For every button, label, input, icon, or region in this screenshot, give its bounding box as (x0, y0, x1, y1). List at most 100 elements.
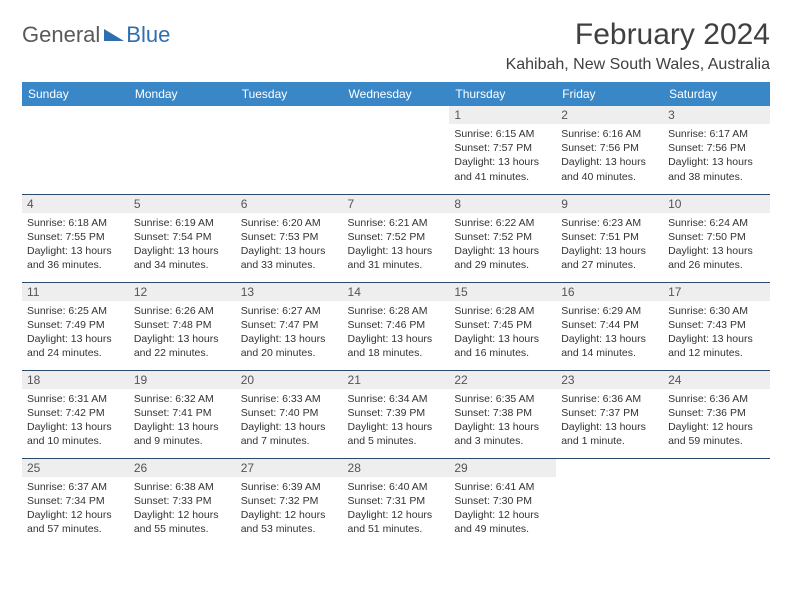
weekday-header: Tuesday (236, 82, 343, 106)
daylight: Daylight: 13 hours and 31 minutes. (348, 244, 445, 272)
day-number: 11 (22, 283, 129, 301)
calendar-cell: 10Sunrise: 6:24 AMSunset: 7:50 PMDayligh… (663, 194, 770, 282)
calendar-cell: 21Sunrise: 6:34 AMSunset: 7:39 PMDayligh… (343, 370, 450, 458)
day-number: 20 (236, 371, 343, 389)
sunset: Sunset: 7:30 PM (454, 494, 551, 508)
daylight: Daylight: 13 hours and 5 minutes. (348, 420, 445, 448)
calendar-cell: 20Sunrise: 6:33 AMSunset: 7:40 PMDayligh… (236, 370, 343, 458)
daylight: Daylight: 13 hours and 3 minutes. (454, 420, 551, 448)
day-number: 12 (129, 283, 236, 301)
day-number: 16 (556, 283, 663, 301)
daylight: Daylight: 13 hours and 14 minutes. (561, 332, 658, 360)
calendar-cell: 26Sunrise: 6:38 AMSunset: 7:33 PMDayligh… (129, 458, 236, 546)
day-number: 21 (343, 371, 450, 389)
daylight: Daylight: 12 hours and 57 minutes. (27, 508, 124, 536)
weekday-header: Wednesday (343, 82, 450, 106)
day-info: Sunrise: 6:28 AMSunset: 7:45 PMDaylight:… (454, 304, 551, 361)
sunrise: Sunrise: 6:23 AM (561, 216, 658, 230)
calendar-cell (343, 106, 450, 194)
day-info: Sunrise: 6:19 AMSunset: 7:54 PMDaylight:… (134, 216, 231, 273)
sunset: Sunset: 7:52 PM (454, 230, 551, 244)
calendar-cell: 5Sunrise: 6:19 AMSunset: 7:54 PMDaylight… (129, 194, 236, 282)
day-info: Sunrise: 6:24 AMSunset: 7:50 PMDaylight:… (668, 216, 765, 273)
calendar-row: 1 Sunrise: 6:15 AMSunset: 7:57 PMDaylight… (22, 106, 770, 194)
sunset: Sunset: 7:41 PM (134, 406, 231, 420)
sunrise: Sunrise: 6:32 AM (134, 392, 231, 406)
day-info: Sunrise: 6:29 AMSunset: 7:44 PMDaylight:… (561, 304, 658, 361)
day-info: Sunrise: 6:40 AMSunset: 7:31 PMDaylight:… (348, 480, 445, 537)
daylight: Daylight: 13 hours and 26 minutes. (668, 244, 765, 272)
sunrise: Sunrise: 6:39 AM (241, 480, 338, 494)
day-number: 17 (663, 283, 770, 301)
sunrise: Sunrise: 6:16 AM (561, 127, 658, 141)
day-info: Sunrise: 6:15 AMSunset: 7:57 PMDaylight:… (454, 127, 551, 184)
day-info: Sunrise: 6:35 AMSunset: 7:38 PMDaylight:… (454, 392, 551, 449)
sunrise: Sunrise: 6:35 AM (454, 392, 551, 406)
calendar-cell: 27 Sunrise: 6:39 AMSunset: 7:32 PMDayligh… (236, 458, 343, 546)
sunrise: Sunrise: 6:41 AM (454, 480, 551, 494)
calendar-cell: 18Sunrise: 6:31 AMSunset: 7:42 PMDayligh… (22, 370, 129, 458)
sunrise: Sunrise: 6:26 AM (134, 304, 231, 318)
weekday-header: Friday (556, 82, 663, 106)
logo-text-1: General (22, 22, 100, 48)
daylight: Daylight: 13 hours and 16 minutes. (454, 332, 551, 360)
weekday-header-row: Sunday Monday Tuesday Wednesday Thursday… (22, 82, 770, 106)
sunrise: Sunrise: 6:31 AM (27, 392, 124, 406)
daylight: Daylight: 13 hours and 18 minutes. (348, 332, 445, 360)
daylight: Daylight: 12 hours and 51 minutes. (348, 508, 445, 536)
calendar-cell: 28Sunrise: 6:40 AMSunset: 7:31 PMDayligh… (343, 458, 450, 546)
day-info: Sunrise: 6:38 AMSunset: 7:33 PMDaylight:… (134, 480, 231, 537)
day-number: 25 (22, 459, 129, 477)
day-number (343, 106, 450, 124)
sunset: Sunset: 7:36 PM (668, 406, 765, 420)
sunset: Sunset: 7:42 PM (27, 406, 124, 420)
day-info: Sunrise: 6:22 AMSunset: 7:52 PMDaylight:… (454, 216, 551, 273)
daylight: Daylight: 13 hours and 20 minutes. (241, 332, 338, 360)
sunrise: Sunrise: 6:28 AM (348, 304, 445, 318)
location: Kahibah, New South Wales, Australia (506, 56, 770, 74)
sunset: Sunset: 7:57 PM (454, 141, 551, 155)
sunrise: Sunrise: 6:22 AM (454, 216, 551, 230)
day-number: 27 (236, 459, 343, 477)
day-number: 24 (663, 371, 770, 389)
sunset: Sunset: 7:39 PM (348, 406, 445, 420)
sunrise: Sunrise: 6:25 AM (27, 304, 124, 318)
day-info: Sunrise: 6:39 AMSunset: 7:32 PMDaylight:… (241, 480, 338, 537)
day-number (663, 459, 770, 477)
sunset: Sunset: 7:37 PM (561, 406, 658, 420)
daylight: Daylight: 12 hours and 55 minutes. (134, 508, 231, 536)
sunrise: Sunrise: 6:30 AM (668, 304, 765, 318)
day-number (556, 459, 663, 477)
calendar-cell (236, 106, 343, 194)
calendar-row: 11 Sunrise: 6:25 AMSunset: 7:49 PM Dayligh… (22, 282, 770, 370)
calendar-cell: 1 Sunrise: 6:15 AMSunset: 7:57 PMDaylight… (449, 106, 556, 194)
day-number: 3 (663, 106, 770, 124)
calendar-cell: 24Sunrise: 6:36 AMSunset: 7:36 PMDayligh… (663, 370, 770, 458)
calendar-cell: 22 Sunrise: 6:35 AMSunset: 7:38 PMDayligh… (449, 370, 556, 458)
day-number: 15 (449, 283, 556, 301)
calendar-cell: 17Sunrise: 6:30 AMSunset: 7:43 PMDayligh… (663, 282, 770, 370)
sunset: Sunset: 7:49 PM (27, 318, 124, 332)
weekday-header: Thursday (449, 82, 556, 106)
sunrise: Sunrise: 6:18 AM (27, 216, 124, 230)
daylight: Daylight: 12 hours and 59 minutes. (668, 420, 765, 448)
logo-text-2: Blue (126, 22, 170, 48)
daylight: Daylight: 13 hours and 33 minutes. (241, 244, 338, 272)
daylight: Daylight: 13 hours and 29 minutes. (454, 244, 551, 272)
daylight: Daylight: 13 hours and 38 minutes. (668, 155, 765, 183)
daylight: Daylight: 13 hours and 27 minutes. (561, 244, 658, 272)
day-number: 23 (556, 371, 663, 389)
title-block: February 2024 Kahibah, New South Wales, … (506, 18, 770, 74)
daylight: Daylight: 12 hours and 53 minutes. (241, 508, 338, 536)
sunset: Sunset: 7:43 PM (668, 318, 765, 332)
calendar-cell: 13Sunrise: 6:27 AMSunset: 7:47 PMDayligh… (236, 282, 343, 370)
weekday-header: Monday (129, 82, 236, 106)
day-info: Sunrise: 6:31 AMSunset: 7:42 PMDaylight:… (27, 392, 124, 449)
day-number: 22 (449, 371, 556, 389)
day-number: 1 (449, 106, 556, 124)
day-info: Sunrise: 6:17 AMSunset: 7:56 PMDaylight:… (668, 127, 765, 184)
daylight: Daylight: 13 hours and 41 minutes. (454, 155, 551, 183)
day-number: 19 (129, 371, 236, 389)
calendar-cell: 14Sunrise: 6:28 AMSunset: 7:46 PMDayligh… (343, 282, 450, 370)
day-info: Sunrise: 6:18 AMSunset: 7:55 PMDaylight:… (27, 216, 124, 273)
